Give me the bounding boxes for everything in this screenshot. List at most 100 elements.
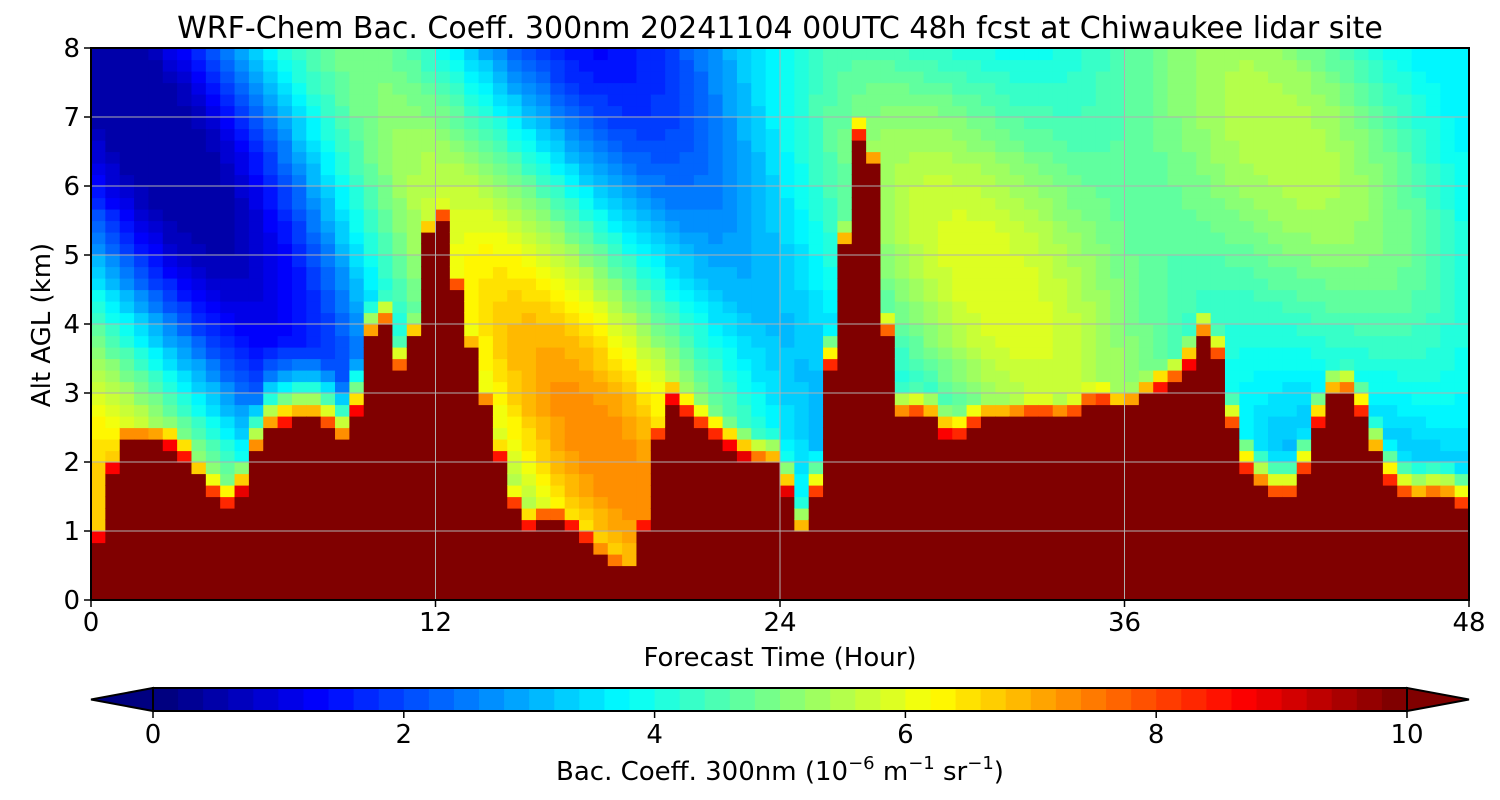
- heat-cell: [1268, 565, 1283, 578]
- heat-cell: [952, 519, 968, 532]
- heat-cell: [1425, 243, 1441, 256]
- heat-cell: [722, 266, 738, 279]
- heat-cell: [406, 554, 422, 567]
- heat-cell: [220, 151, 236, 164]
- heat-cell: [291, 335, 307, 348]
- heat-cell: [1009, 174, 1025, 187]
- heat-cell: [263, 71, 279, 84]
- heat-cell: [406, 335, 422, 348]
- heat-cell: [248, 347, 264, 360]
- heat-cell: [851, 94, 867, 107]
- heat-cell: [1339, 347, 1355, 360]
- heat-cell: [1052, 301, 1068, 314]
- heat-cell: [1210, 554, 1226, 567]
- heat-cell: [564, 393, 580, 406]
- heat-cell: [349, 519, 365, 532]
- heat-cell: [91, 266, 106, 279]
- heat-cell: [291, 427, 307, 440]
- heat-cell: [435, 301, 451, 314]
- heat-cell: [162, 358, 178, 371]
- heat-cell: [220, 117, 236, 130]
- heat-cell: [1454, 232, 1469, 245]
- heat-cell: [162, 94, 178, 107]
- heat-cell: [722, 416, 738, 429]
- heat-cell: [1167, 151, 1183, 164]
- heat-cell: [765, 289, 781, 302]
- heat-cell: [105, 496, 121, 509]
- heat-cell: [1425, 335, 1441, 348]
- heat-cell: [335, 531, 350, 544]
- heat-cell: [1124, 266, 1140, 279]
- heat-cell: [1067, 105, 1083, 118]
- heat-cell: [579, 531, 594, 544]
- heat-cell: [1339, 197, 1355, 210]
- heat-cell: [421, 554, 437, 567]
- heat-cell: [1024, 404, 1039, 417]
- heat-cell: [607, 427, 623, 440]
- heat-cell: [91, 105, 106, 118]
- heat-cell: [1239, 381, 1255, 394]
- heat-cell: [1425, 301, 1441, 314]
- heat-cell: [1282, 347, 1298, 360]
- heat-cell: [1325, 577, 1341, 590]
- heat-cell: [1038, 381, 1054, 394]
- heat-cell: [980, 347, 996, 360]
- heat-cell: [306, 554, 322, 567]
- heat-cell: [91, 324, 106, 337]
- heat-cell: [823, 243, 839, 256]
- heat-cell: [1239, 347, 1255, 360]
- heat-cell: [263, 404, 279, 417]
- heat-cell: [679, 508, 695, 521]
- heat-cell: [808, 335, 824, 348]
- heat-cell: [1311, 232, 1327, 245]
- heat-cell: [1311, 370, 1327, 383]
- heat-cell: [736, 485, 752, 498]
- heat-cell: [1425, 209, 1441, 222]
- heat-cell: [1440, 301, 1456, 314]
- heat-cell: [507, 404, 523, 417]
- heat-cell: [1124, 542, 1140, 555]
- heat-cell: [1339, 163, 1355, 176]
- heat-cell: [177, 163, 193, 176]
- heat-cell: [1239, 140, 1255, 153]
- heat-cell: [1052, 508, 1068, 521]
- heat-cell: [492, 197, 508, 210]
- heat-cell: [880, 82, 896, 95]
- heat-cell: [335, 232, 350, 245]
- heat-cell: [550, 220, 566, 233]
- heat-cell: [478, 59, 494, 72]
- heat-cell: [622, 71, 638, 84]
- heat-cell: [1311, 485, 1327, 498]
- heat-cell: [1239, 358, 1255, 371]
- heat-cell: [1239, 554, 1255, 567]
- heat-cell: [248, 324, 264, 337]
- heat-cell: [665, 554, 681, 567]
- heat-cell: [191, 393, 207, 406]
- heat-cell: [564, 485, 580, 498]
- heat-cell: [564, 427, 580, 440]
- heat-cell: [1282, 531, 1298, 544]
- heat-cell: [306, 59, 322, 72]
- heat-cell: [1411, 266, 1427, 279]
- heat-cell: [880, 450, 896, 463]
- heat-cell: [1268, 255, 1283, 268]
- heat-cell: [392, 508, 408, 521]
- heat-cell: [320, 48, 336, 61]
- heat-cell: [1268, 404, 1283, 417]
- heat-cell: [1181, 588, 1197, 600]
- heat-cell: [851, 485, 867, 498]
- heat-cell: [780, 324, 795, 337]
- heat-cell: [1081, 255, 1097, 268]
- heat-cell: [736, 301, 752, 314]
- heat-cell: [1181, 393, 1197, 406]
- heat-cell: [105, 151, 121, 164]
- heat-cell: [492, 519, 508, 532]
- heat-cell: [1368, 59, 1384, 72]
- heat-cell: [1339, 473, 1355, 486]
- heat-cells: [91, 48, 1469, 600]
- heat-cell: [1153, 519, 1169, 532]
- heat-cell: [923, 462, 939, 475]
- heat-cell: [866, 473, 882, 486]
- heat-cell: [880, 588, 896, 600]
- heat-cell: [535, 209, 551, 222]
